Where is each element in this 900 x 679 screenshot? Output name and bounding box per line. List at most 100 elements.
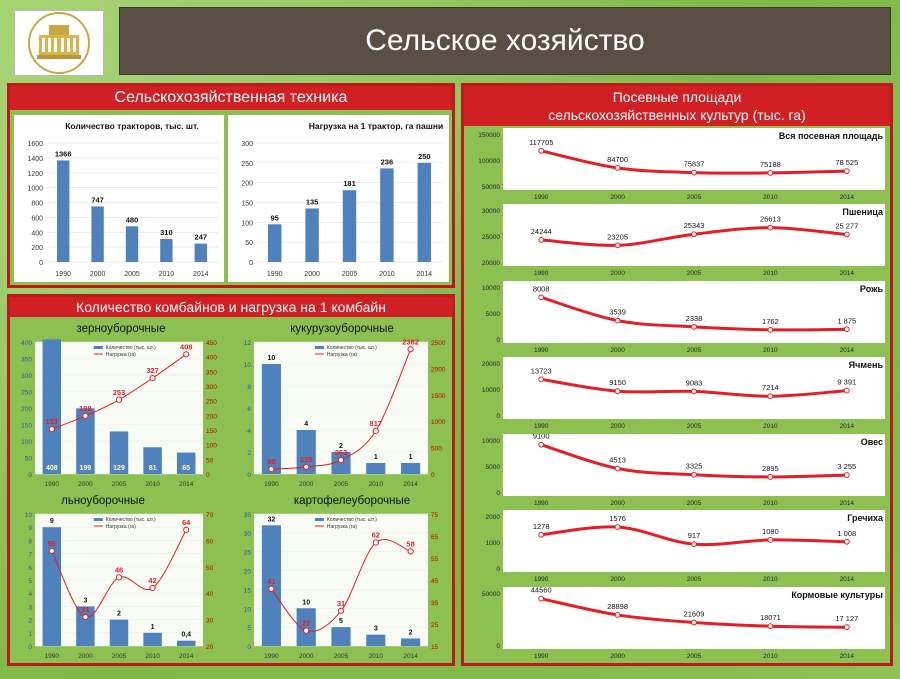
x-tick-label: 1990 bbox=[45, 481, 60, 488]
data-label: 181 bbox=[343, 179, 356, 188]
y2-tick-label: 0 bbox=[206, 472, 210, 479]
line-point bbox=[843, 231, 850, 238]
line-label: 253 bbox=[113, 388, 126, 397]
plot-area bbox=[503, 357, 885, 419]
x-tick-label: 2005 bbox=[334, 481, 349, 488]
bar bbox=[42, 527, 62, 646]
data-label: 9150 bbox=[609, 378, 626, 387]
line-label: 41 bbox=[267, 577, 275, 586]
y-tick-label: 200 bbox=[21, 406, 32, 413]
data-label: 135 bbox=[306, 197, 319, 206]
line-label: 56 bbox=[48, 539, 56, 548]
line-point bbox=[407, 346, 414, 353]
x-tick-label: 2000 bbox=[78, 481, 93, 488]
legend-label-count: Количество (тыс. шт.) bbox=[327, 517, 377, 523]
y-tick-label: 0 bbox=[247, 472, 251, 479]
y-tick-label: 100000 bbox=[478, 158, 500, 165]
data-label: 3539 bbox=[609, 308, 626, 317]
bar-label: 2 bbox=[117, 611, 121, 618]
line-label: 64 bbox=[182, 518, 191, 527]
x-tick-label: 1990 bbox=[534, 194, 549, 201]
y-tick-label: 8 bbox=[247, 384, 251, 391]
x-tick-label: 2010 bbox=[369, 481, 384, 488]
data-label: 8008 bbox=[533, 284, 550, 293]
data-label: 9 391 bbox=[837, 378, 856, 387]
bar-label: 65 bbox=[182, 465, 190, 472]
load-chart: 0 50 100 150 200 250 300 Нагрузка на 1 трактор,… bbox=[228, 115, 449, 282]
y-tick-label: 4 bbox=[28, 591, 32, 598]
x-tick-label: 2005 bbox=[112, 653, 127, 660]
data-label: 4513 bbox=[609, 456, 626, 465]
bar bbox=[417, 162, 432, 262]
y-tick-label: 400 bbox=[31, 230, 43, 237]
y-tick-label: 30000 bbox=[482, 208, 500, 215]
x-tick-label: 1990 bbox=[534, 347, 549, 354]
y-tick-label: 7 bbox=[28, 552, 32, 559]
bar bbox=[401, 463, 421, 474]
x-tick-label: 1990 bbox=[45, 653, 60, 660]
y-tick-label: 300 bbox=[241, 141, 253, 148]
data-label: 24244 bbox=[531, 227, 552, 236]
y-tick-label: 150 bbox=[21, 423, 32, 430]
data-label: 1762 bbox=[762, 317, 779, 326]
chart-title: Гречиха bbox=[847, 513, 884, 523]
x-tick-label: 2005 bbox=[342, 271, 358, 278]
x-tick-label: 2014 bbox=[179, 481, 194, 488]
plot-area bbox=[254, 514, 428, 646]
data-label: 3325 bbox=[686, 462, 703, 471]
x-tick-label: 2014 bbox=[840, 576, 855, 583]
x-tick-label: 2010 bbox=[763, 576, 778, 583]
data-label: 9083 bbox=[686, 378, 703, 387]
legend-swatch-count bbox=[93, 346, 103, 349]
line-point bbox=[767, 170, 774, 176]
line-point bbox=[843, 472, 850, 478]
y-tick-label: 150000 bbox=[478, 132, 500, 139]
line-point bbox=[691, 471, 697, 478]
x-tick-label: 2014 bbox=[403, 481, 418, 488]
tech-panel-title: Сельскохозяйственная техника bbox=[10, 86, 452, 110]
y-tick-label: 12 bbox=[244, 340, 252, 347]
y-tick-label: 100 bbox=[21, 439, 32, 446]
bar-label: 2 bbox=[339, 443, 343, 450]
x-tick-label: 2014 bbox=[417, 271, 433, 278]
y-tick-label: 20000 bbox=[482, 260, 500, 267]
bar-label: 0,4 bbox=[181, 632, 191, 639]
bar bbox=[261, 364, 281, 474]
corn-chart: кукурузоуборочные 0 2 4 6 8 10 12 0 500 1000 1500 20… bbox=[232, 320, 452, 490]
data-label: 1576 bbox=[609, 514, 626, 523]
line-point bbox=[614, 388, 621, 395]
y-tick-label: 250 bbox=[21, 390, 32, 397]
x-tick-label: 2000 bbox=[299, 481, 314, 488]
bar bbox=[143, 447, 162, 474]
line-point bbox=[767, 326, 774, 333]
bar-label: 3 bbox=[83, 597, 87, 604]
y-tick-label: 0 bbox=[39, 260, 43, 267]
crop-chart-wheat: 20000 25000 30000 Пшеница 24244 1990 23205 2000… bbox=[482, 204, 885, 277]
x-tick-label: 2010 bbox=[763, 653, 778, 660]
x-tick-label: 2000 bbox=[610, 423, 625, 430]
y2-tick-label: 15 bbox=[431, 644, 439, 651]
x-tick-label: 2010 bbox=[763, 423, 778, 430]
y2-tick-label: 500 bbox=[431, 446, 442, 453]
bar-label: 81 bbox=[149, 465, 157, 472]
x-tick-label: 1990 bbox=[264, 481, 279, 488]
y-tick-label: 150 bbox=[241, 201, 253, 208]
x-tick-label: 2010 bbox=[763, 500, 778, 507]
y2-tick-label: 150 bbox=[206, 428, 217, 435]
plot-area bbox=[503, 281, 885, 343]
x-tick-label: 2014 bbox=[840, 270, 855, 277]
y-tick-label: 10000 bbox=[482, 387, 500, 394]
line-point bbox=[538, 237, 545, 243]
y2-tick-label: 50 bbox=[206, 565, 214, 572]
grain-chart: зерноуборочные 0 50 100 150 200 250 300 350 400 0 5… bbox=[13, 320, 227, 490]
y2-tick-label: 200 bbox=[206, 413, 217, 420]
line-point bbox=[183, 526, 190, 533]
line-point bbox=[691, 388, 697, 395]
y-tick-label: 0 bbox=[28, 644, 32, 651]
y2-tick-label: 250 bbox=[206, 399, 217, 406]
chart-title: Ячмень bbox=[849, 360, 884, 370]
y-tick-label: 8 bbox=[28, 538, 32, 545]
legend-label-load: Нагрузка (га) bbox=[106, 524, 136, 530]
bar bbox=[57, 160, 70, 262]
line-label: 327 bbox=[146, 366, 159, 375]
